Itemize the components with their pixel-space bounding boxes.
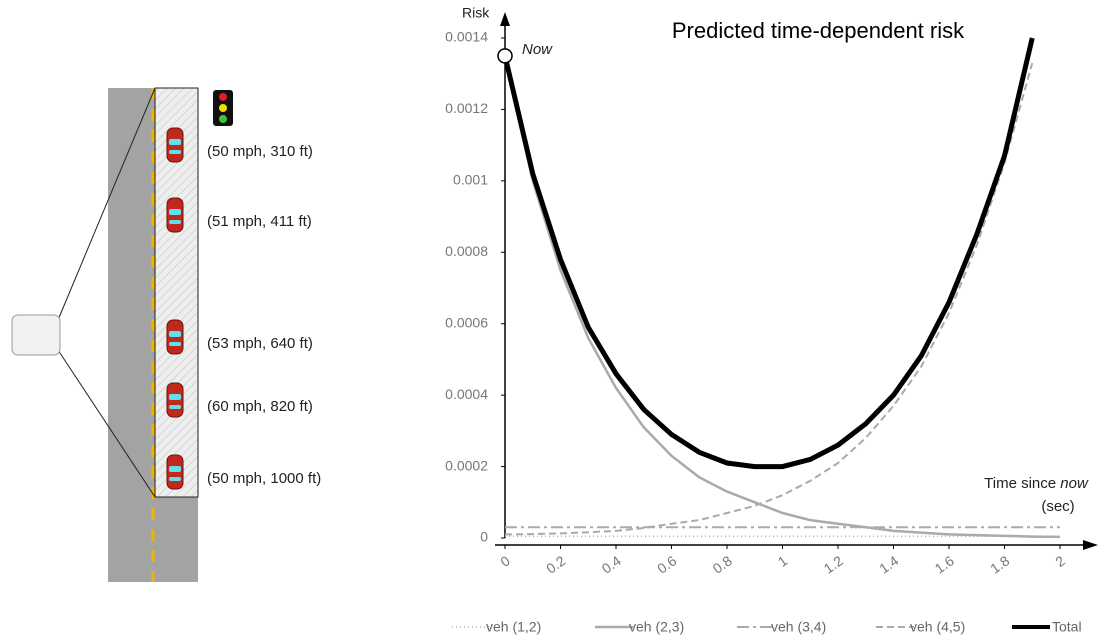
car (166, 127, 184, 163)
x-tick-label: 0 (497, 552, 513, 570)
light (219, 93, 227, 101)
car (166, 319, 184, 355)
sensor-ray (57, 87, 156, 321)
y-tick-label: 0 (480, 529, 488, 545)
car (166, 454, 184, 490)
x-axis-label: (sec) (1041, 498, 1074, 515)
x-tick-label: 0.2 (543, 552, 568, 576)
x-axis-label-part: Time since (984, 475, 1056, 492)
vehicle-label: (50 mph, 1000 ft) (207, 470, 321, 487)
y-tick-label: 0.0004 (445, 386, 488, 402)
series-line (502, 37, 1035, 470)
y-tick-label: 0.0008 (445, 243, 488, 259)
x-tick-label: 1.6 (932, 552, 957, 576)
legend-label: veh (3,4) (771, 619, 826, 635)
legend-label: veh (4,5) (910, 619, 965, 635)
y-tick-label: 0.0006 (445, 314, 488, 330)
car (166, 382, 184, 418)
vehicle-label: (60 mph, 820 ft) (207, 398, 313, 415)
x-arrow (1083, 540, 1098, 550)
light (219, 104, 227, 112)
x-axis-label-part: now (1060, 475, 1089, 492)
road-illustration (11, 87, 233, 582)
sensor-ray (57, 349, 156, 498)
y-tick-label: 0.001 (453, 172, 488, 188)
x-tick-label: 2 (1052, 552, 1068, 570)
sensor (11, 314, 61, 356)
y-tick-label: 0.0014 (445, 29, 488, 45)
y-tick-label: 0.0002 (445, 457, 488, 473)
vehicle-label: (50 mph, 310 ft) (207, 143, 313, 160)
series-line (503, 59, 1061, 539)
x-tick-label: 0.4 (599, 552, 624, 576)
x-tick-label: 1 (775, 552, 791, 570)
annotation: Now (522, 41, 553, 58)
x-tick-label: 1.2 (821, 552, 846, 576)
x-axis-label: Time since now (984, 475, 1089, 492)
vehicle-label: (51 mph, 411 ft) (207, 213, 312, 230)
legend-label: veh (2,3) (629, 619, 684, 635)
x-tick-label: 1.8 (987, 552, 1012, 576)
x-tick-label: 0.8 (710, 552, 735, 576)
legend-label: veh (1,2) (486, 619, 541, 635)
legend-label: Total (1052, 619, 1082, 635)
y-arrow (500, 12, 510, 26)
car (166, 197, 184, 233)
vehicle-label: (53 mph, 640 ft) (207, 335, 313, 352)
series-line (504, 62, 1034, 536)
y-axis-label: Risk (462, 5, 490, 21)
y-tick-label: 0.0012 (445, 100, 488, 116)
chart-title: Predicted time-dependent risk (672, 18, 965, 43)
x-tick-label: 0.6 (654, 552, 679, 576)
now-marker (497, 48, 513, 64)
light (219, 115, 227, 123)
x-tick-label: 1.4 (876, 552, 901, 576)
